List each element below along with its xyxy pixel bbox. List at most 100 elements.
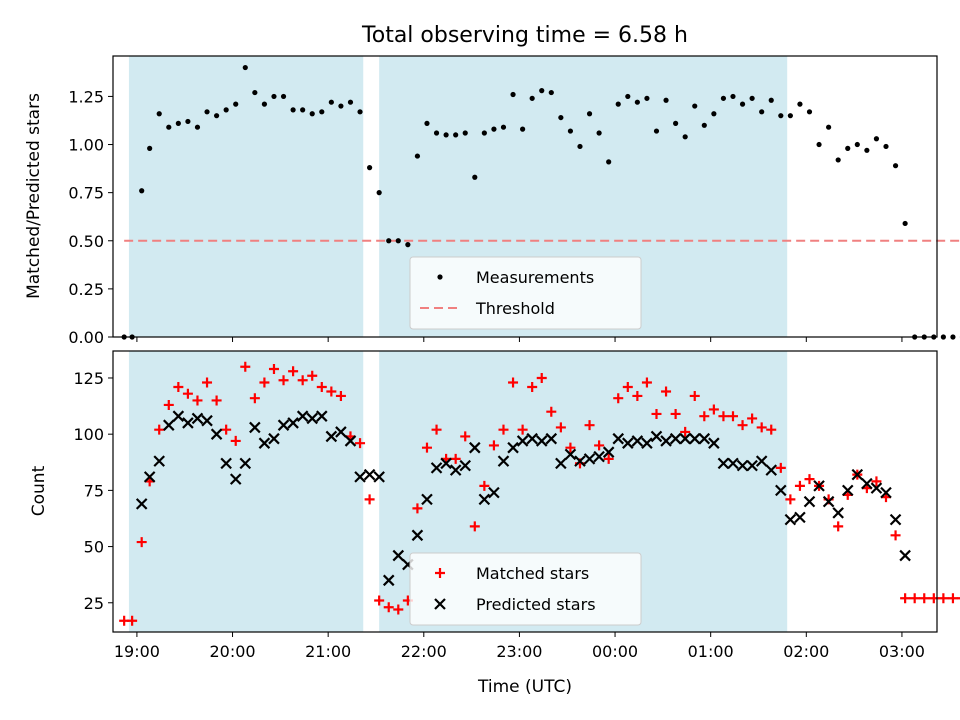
plot-frame — [112, 55, 938, 338]
predicted-star-point — [277, 419, 290, 431]
matched-star-point — [154, 424, 165, 435]
predicted-star-point — [708, 437, 720, 449]
x-tick-label: 02:00 — [783, 642, 829, 661]
measurement-point — [711, 111, 717, 117]
predicted-star-point — [593, 450, 605, 463]
y-tick-label: 1.00 — [68, 136, 104, 155]
measurement-point — [376, 190, 382, 196]
matched-star-point — [833, 521, 844, 532]
y-tick-label: 1.25 — [68, 87, 104, 106]
matched-star-point — [230, 435, 241, 446]
matched-star-point — [641, 377, 652, 388]
matched-star-point — [268, 363, 279, 374]
matched-star-point — [947, 593, 958, 604]
measurement-point — [586, 111, 593, 117]
legend-label: Threshold — [475, 299, 555, 318]
matched-star-point — [632, 390, 643, 401]
matched-star-point — [584, 420, 595, 431]
matched-star-point — [938, 593, 949, 604]
measurement-point — [739, 101, 746, 107]
matched-star-point — [335, 390, 346, 401]
measurement-point — [233, 101, 239, 107]
y-tick-label: 50 — [84, 538, 104, 557]
y-tick-label: 0.50 — [68, 232, 104, 251]
matched-star-point — [613, 393, 624, 404]
measurement-point — [357, 109, 363, 115]
predicted-star-point — [679, 432, 691, 445]
measurement-point — [692, 103, 698, 109]
matched-star-point — [555, 422, 566, 433]
predicted-star-point — [440, 457, 452, 470]
measurement-point — [185, 118, 191, 125]
predicted-star-point — [287, 417, 299, 429]
measurement-point — [567, 128, 574, 134]
measurement-point — [644, 95, 650, 101]
predicted-star-point — [851, 468, 864, 481]
measurement-point — [596, 130, 602, 136]
matched-star-point — [517, 424, 528, 435]
x-tick-label: 19:00 — [114, 642, 160, 661]
measurement-point — [749, 95, 755, 101]
matched-star-point — [163, 399, 174, 410]
predicted-star-point — [880, 486, 892, 499]
predicted-star-point — [191, 412, 204, 425]
matched-star-point — [173, 381, 184, 392]
predicted-star-point — [172, 410, 185, 422]
predicted-star-point — [784, 513, 797, 526]
matched-star-point — [594, 440, 605, 451]
legend-marker — [435, 568, 445, 578]
matched-star-point — [661, 386, 672, 397]
measurement-point — [166, 124, 172, 130]
y-tick-label: 100 — [73, 425, 104, 444]
legend-marker — [434, 598, 446, 610]
measurement-point — [328, 99, 334, 105]
measurement-point — [309, 111, 315, 117]
matched-star-point — [890, 530, 901, 541]
matched-star-point — [393, 604, 404, 615]
predicted-star-point — [335, 426, 347, 438]
predicted-star-point — [354, 471, 366, 483]
matched-star-point — [794, 480, 805, 491]
predicted-star-point — [564, 448, 577, 461]
predicted-star-point — [363, 468, 376, 481]
predicted-star-point — [430, 462, 443, 474]
predicted-star-point — [392, 549, 405, 562]
measurement-point — [864, 147, 870, 153]
measurement-point — [175, 120, 181, 126]
predicted-star-point — [182, 417, 194, 429]
chart-title: Total observing time = 6.58 h — [361, 23, 688, 48]
matched-star-point — [603, 453, 614, 464]
predicted-star-point — [631, 435, 644, 447]
legend-label: Measurements — [476, 268, 594, 287]
matched-star-point — [278, 375, 289, 386]
matched-star-point — [775, 462, 786, 473]
predicted-star-point — [612, 432, 625, 445]
matched-star-point — [565, 442, 576, 453]
measurement-point — [271, 93, 277, 100]
x-axis-label: Time (UTC) — [477, 677, 572, 697]
predicted-star-point — [660, 435, 672, 447]
measurement-point — [462, 130, 468, 136]
matched-star-point — [718, 411, 729, 422]
matched-star-point — [136, 537, 147, 548]
predicted-star-point — [497, 455, 510, 467]
matched-star-point — [469, 521, 480, 532]
matched-star-point — [708, 404, 719, 415]
predicted-star-point — [622, 437, 634, 449]
measurement-point — [816, 141, 822, 148]
matched-star-point — [307, 370, 318, 381]
predicted-star-point — [153, 455, 165, 467]
measurement-point — [892, 163, 899, 169]
matched-star-point — [202, 377, 213, 388]
top-y-axis-label: Matched/Predicted stars — [24, 93, 44, 299]
predicted-star-point — [535, 435, 548, 447]
measurement-point — [424, 120, 430, 126]
measurement-point — [453, 132, 459, 138]
legend — [409, 552, 642, 626]
predicted-star-point — [306, 412, 319, 425]
matched-star-point — [670, 408, 681, 419]
y-tick-label: 0.25 — [68, 280, 104, 299]
measurement-point — [414, 153, 421, 159]
measurement-point — [902, 220, 908, 227]
